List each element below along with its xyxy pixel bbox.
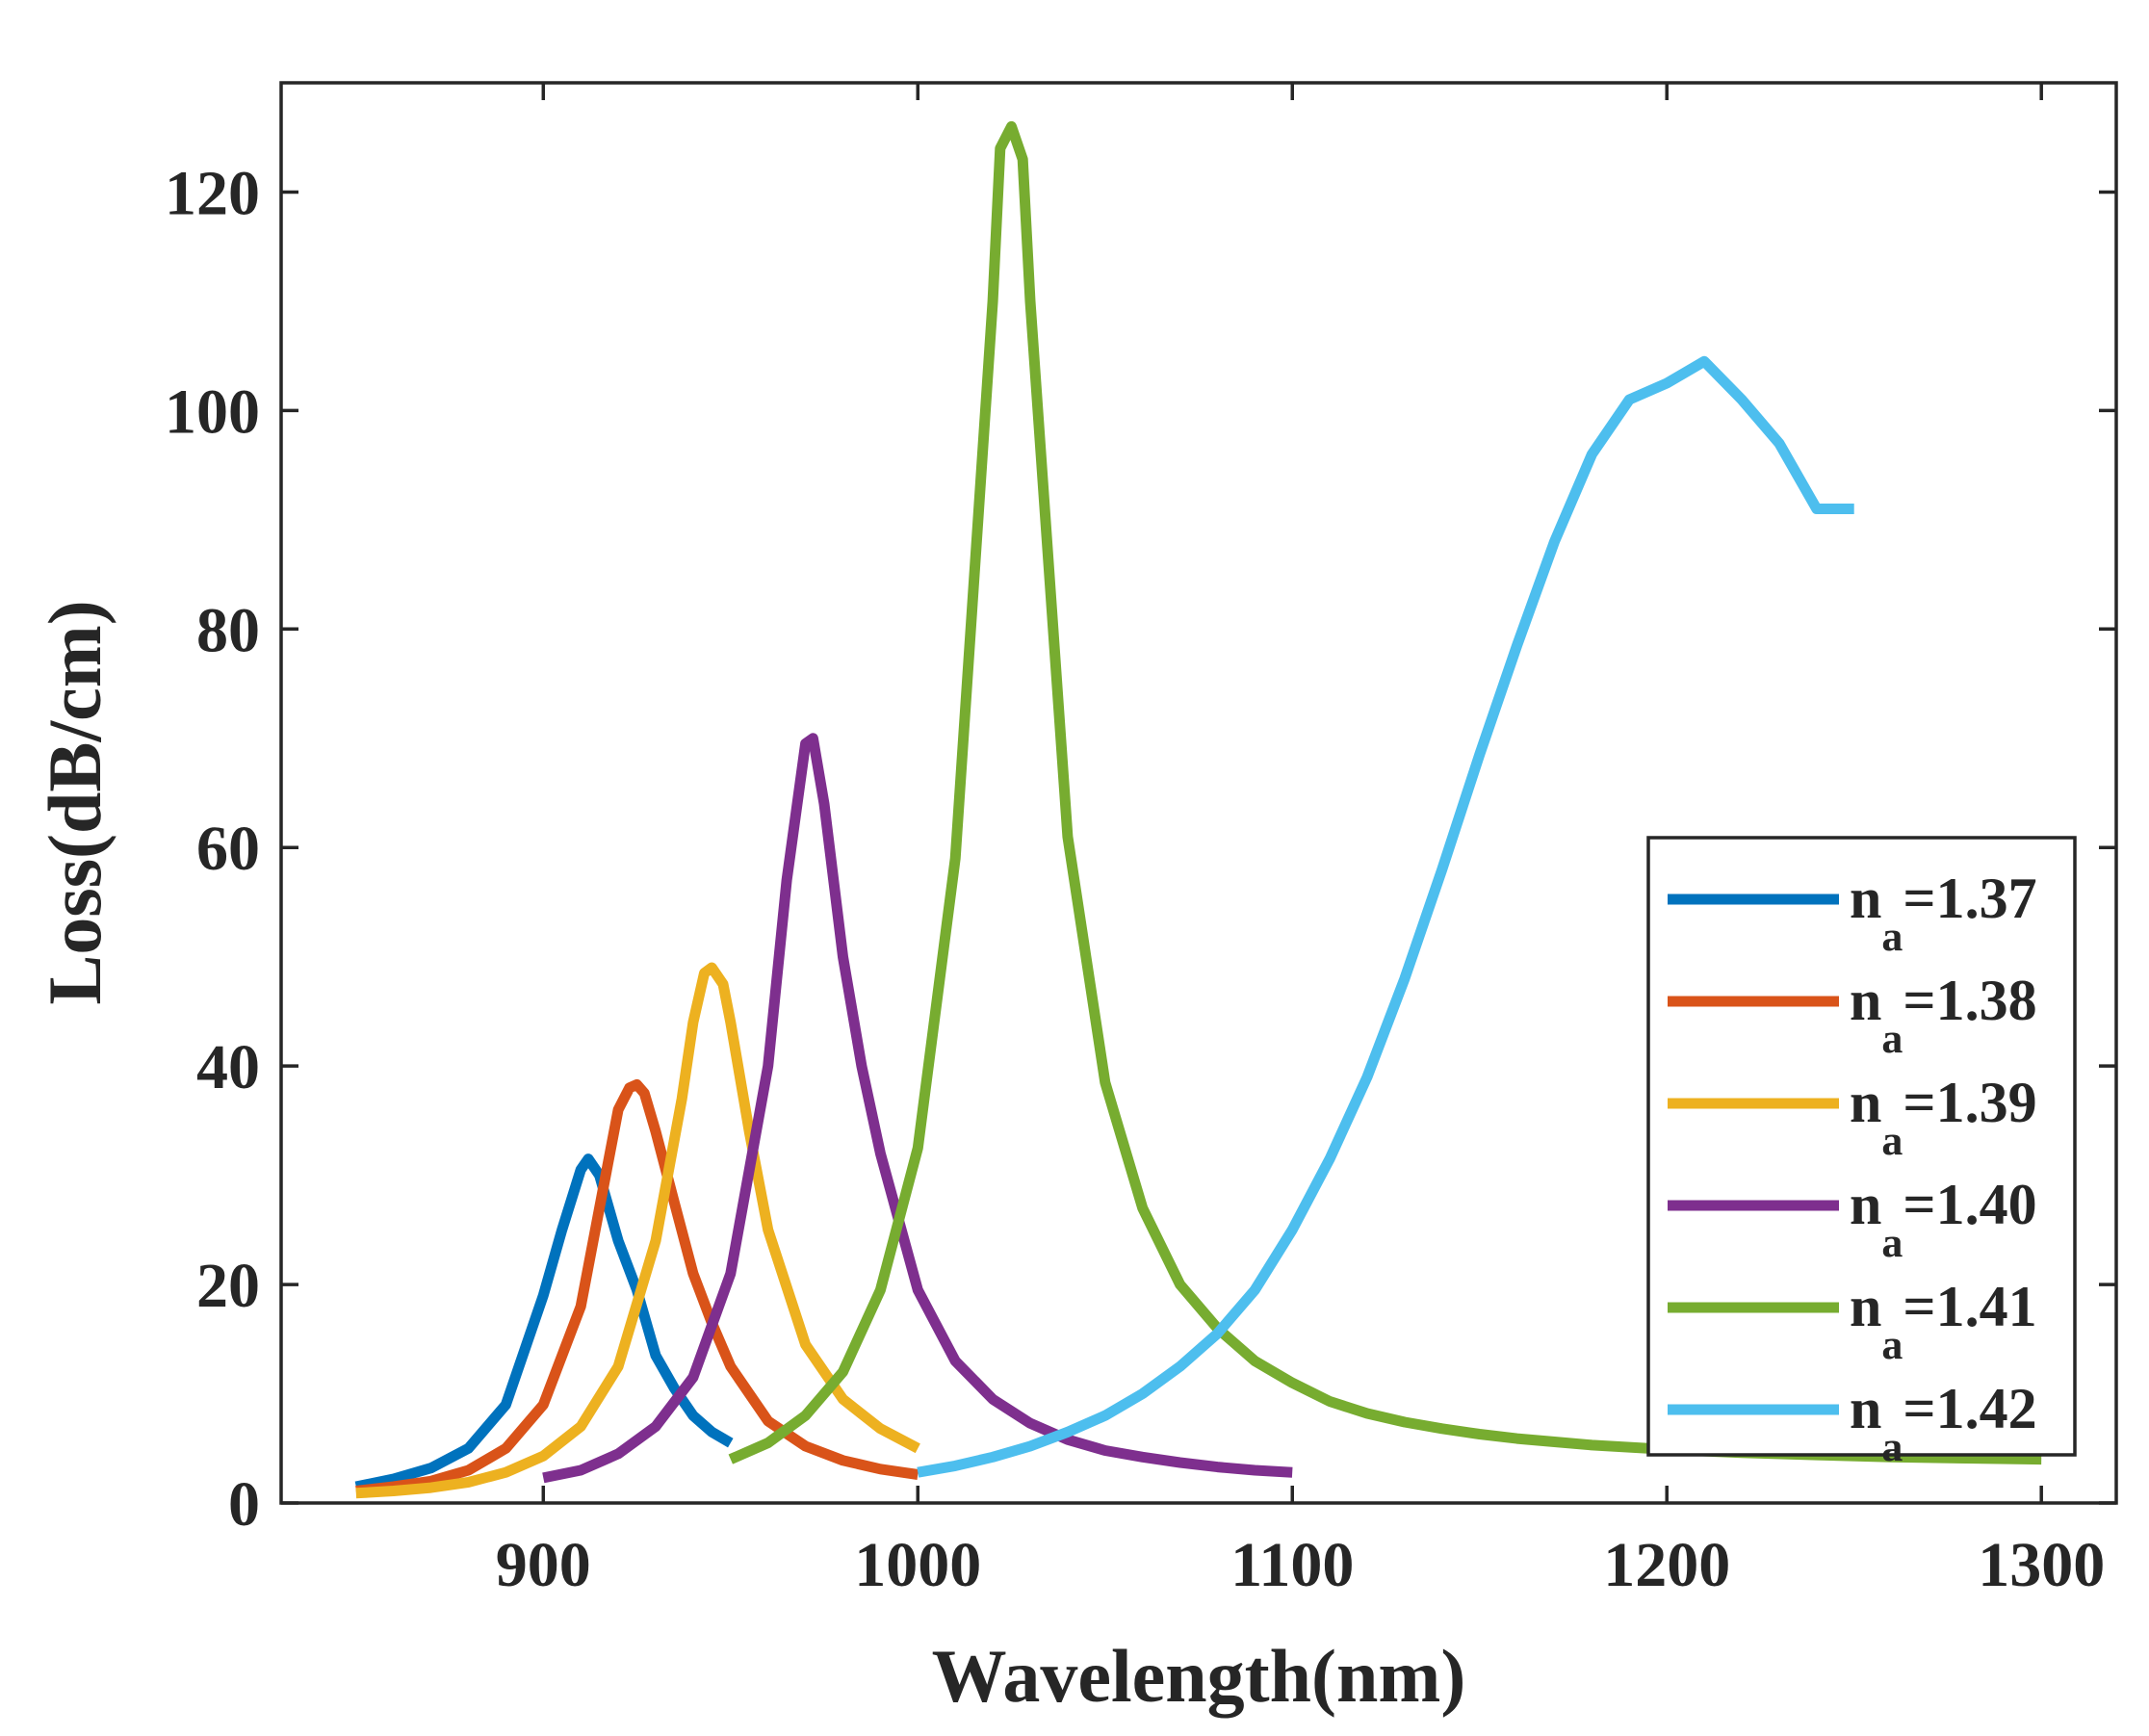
legend-entry-label: na=1.37 bbox=[1850, 867, 2037, 960]
x-tick-label: 900 bbox=[496, 1530, 591, 1600]
legend-value: =1.40 bbox=[1903, 1173, 2036, 1236]
x-tick-label: 1200 bbox=[1603, 1530, 1730, 1600]
y-tick-label: 80 bbox=[196, 595, 260, 665]
x-axis-label: Wavelength(nm) bbox=[932, 1634, 1466, 1718]
series-line-6 bbox=[917, 355, 1854, 1478]
series-line-3 bbox=[355, 962, 920, 1499]
legend-subscript: a bbox=[1881, 1423, 1903, 1470]
legend: na=1.37na=1.38na=1.39na=1.40na=1.41na=1.… bbox=[1646, 836, 2077, 1470]
legend-entry-label: na=1.41 bbox=[1850, 1275, 2037, 1368]
legend-value: =1.42 bbox=[1903, 1377, 2036, 1440]
y-axis-label: Loss(dB/cm) bbox=[33, 600, 117, 1004]
y-tick-label: 0 bbox=[228, 1469, 260, 1540]
legend-n: n bbox=[1850, 969, 1881, 1032]
legend-value: =1.37 bbox=[1903, 867, 2036, 930]
series-line-4 bbox=[542, 733, 1293, 1484]
legend-n: n bbox=[1850, 867, 1881, 930]
legend-value: =1.38 bbox=[1903, 969, 2036, 1032]
y-tick-label: 40 bbox=[196, 1032, 260, 1102]
plot-frame bbox=[279, 81, 2118, 1505]
x-tick-label: 1300 bbox=[1978, 1530, 2105, 1600]
y-tick-label: 20 bbox=[196, 1251, 260, 1321]
legend-subscript: a bbox=[1881, 1117, 1903, 1164]
y-tick-label: 60 bbox=[196, 814, 260, 884]
tick-layer: 900 1000 1100 1200 1300 0 20 40 60 80 100 120 bbox=[165, 83, 2116, 1600]
legend-value: =1.39 bbox=[1903, 1071, 2036, 1134]
legend-n: n bbox=[1850, 1071, 1881, 1134]
legend-n: n bbox=[1850, 1377, 1881, 1440]
y-tick-label: 100 bbox=[165, 376, 260, 447]
legend-n: n bbox=[1850, 1173, 1881, 1236]
x-tick-label: 1000 bbox=[854, 1530, 981, 1600]
legend-subscript: a bbox=[1881, 1015, 1903, 1062]
legend-entry-label: na=1.39 bbox=[1850, 1071, 2037, 1164]
x-tick-label: 1100 bbox=[1230, 1530, 1354, 1600]
legend-entry-label: na=1.38 bbox=[1850, 969, 2037, 1062]
legend-value: =1.41 bbox=[1903, 1275, 2036, 1338]
legend-entry-label: na=1.40 bbox=[1850, 1173, 2037, 1266]
legend-subscript: a bbox=[1881, 1321, 1903, 1368]
legend-entry-label: na=1.42 bbox=[1850, 1377, 2037, 1470]
legend-subscript: a bbox=[1881, 913, 1903, 960]
y-tick-label: 120 bbox=[165, 158, 260, 228]
legend-box bbox=[1646, 836, 2077, 1457]
legend-n: n bbox=[1850, 1275, 1881, 1338]
legend-subscript: a bbox=[1881, 1219, 1903, 1266]
